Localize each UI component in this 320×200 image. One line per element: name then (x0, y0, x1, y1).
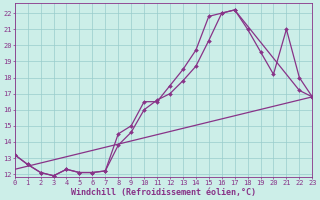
X-axis label: Windchill (Refroidissement éolien,°C): Windchill (Refroidissement éolien,°C) (71, 188, 256, 197)
